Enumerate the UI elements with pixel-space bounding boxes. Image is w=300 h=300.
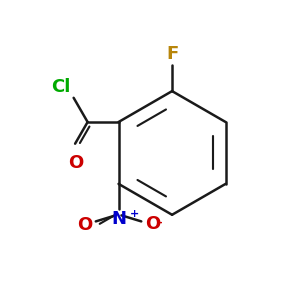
Text: O: O — [68, 154, 83, 172]
Text: O: O — [145, 215, 160, 233]
Text: -: - — [157, 218, 161, 228]
Text: N: N — [111, 210, 126, 228]
Text: O: O — [77, 216, 92, 234]
Text: +: + — [130, 209, 139, 219]
Text: Cl: Cl — [51, 78, 71, 96]
Text: F: F — [166, 45, 178, 63]
